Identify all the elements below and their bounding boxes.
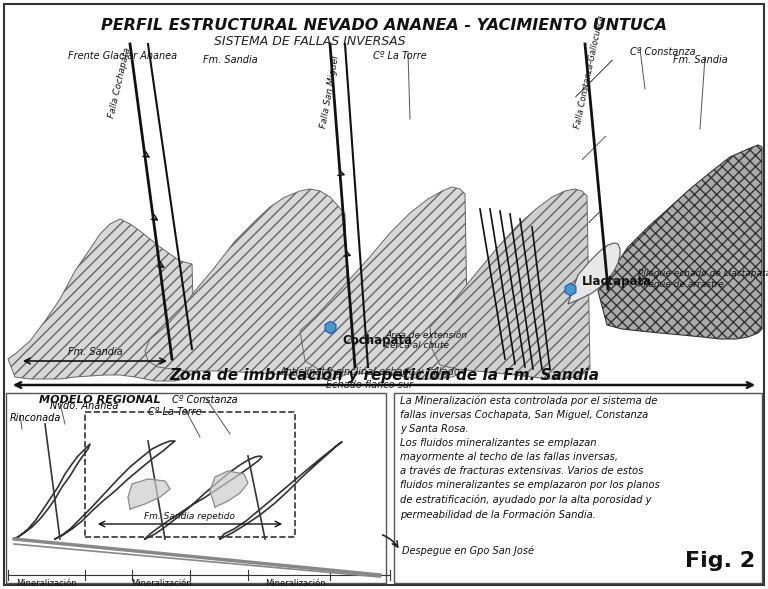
Text: Fm. Sandia: Fm. Sandia [68,347,122,357]
Text: MODELO REGIONAL: MODELO REGIONAL [39,395,161,405]
Text: Cochapata: Cochapata [342,334,412,347]
Text: Fig. 2: Fig. 2 [685,551,755,571]
Text: Pliegue echado de Llactapata
Pliegue de arrastre: Pliegue echado de Llactapata Pliegue de … [638,269,768,289]
Text: Mineralización
Cochapata: Mineralización Cochapata [131,579,191,589]
Text: Falla San Miguel: Falla San Miguel [319,55,341,129]
Text: La Mineralización esta controlada por el sistema de
fallas inversas Cochapata, S: La Mineralización esta controlada por el… [400,396,660,520]
Text: Falla Constanza-Gallocunca: Falla Constanza-Gallocunca [574,14,607,129]
Polygon shape [128,479,170,509]
Polygon shape [300,187,468,379]
Text: Fm. Sandia: Fm. Sandia [203,55,257,65]
Text: Rinconada: Rinconada [10,413,61,423]
Text: Área de extensión
cerca al chute: Área de extensión cerca al chute [385,331,467,350]
Text: Cº Constanza: Cº Constanza [172,395,238,405]
Text: Cº La Torre: Cº La Torre [373,51,427,61]
Text: Despegue en Gpo San José: Despegue en Gpo San José [402,546,534,556]
Text: Frente Glaciar Ananea: Frente Glaciar Ananea [68,51,177,61]
Text: Falla Cochapata: Falla Cochapata [108,47,133,119]
Text: Fm. Sandia repetido: Fm. Sandia repetido [144,512,236,521]
Polygon shape [568,243,620,304]
Bar [85,412,295,537]
Text: Zona de imbricación y repetición de la Fm. Sandia: Zona de imbricación y repetición de la F… [169,367,599,383]
Bar [6,393,386,583]
Polygon shape [598,145,762,339]
Text: Mineralización
La Rinconada: Mineralización La Rinconada [15,579,76,589]
Text: PERFIL ESTRUCTURAL NEVADO ANANEA - YACIMIENTO UNTUCA: PERFIL ESTRUCTURAL NEVADO ANANEA - YACIM… [101,18,667,33]
Polygon shape [8,219,195,381]
Text: Nvdo. Ananea: Nvdo. Ananea [50,401,118,411]
Polygon shape [210,471,248,507]
Text: SISTEMA DE FALLAS INVERSAS: SISTEMA DE FALLAS INVERSAS [214,35,406,48]
Text: Cº Constanza: Cº Constanza [630,47,696,57]
Polygon shape [430,189,590,379]
Polygon shape [145,189,350,379]
Text: Mineralización
Cº La Torre-Constanza: Mineralización Cº La Torre-Constanza [249,579,341,589]
Text: Llactapata: Llactapata [582,274,652,287]
Text: Fm. Sandia: Fm. Sandia [673,55,727,65]
Text: Cº La Torre: Cº La Torre [148,407,202,417]
Bar [394,393,762,583]
Text: Anticlinal y sinclinal echado y fallado
Echado flanco sur: Anticlinal y sinclinal echado y fallado … [280,367,461,390]
